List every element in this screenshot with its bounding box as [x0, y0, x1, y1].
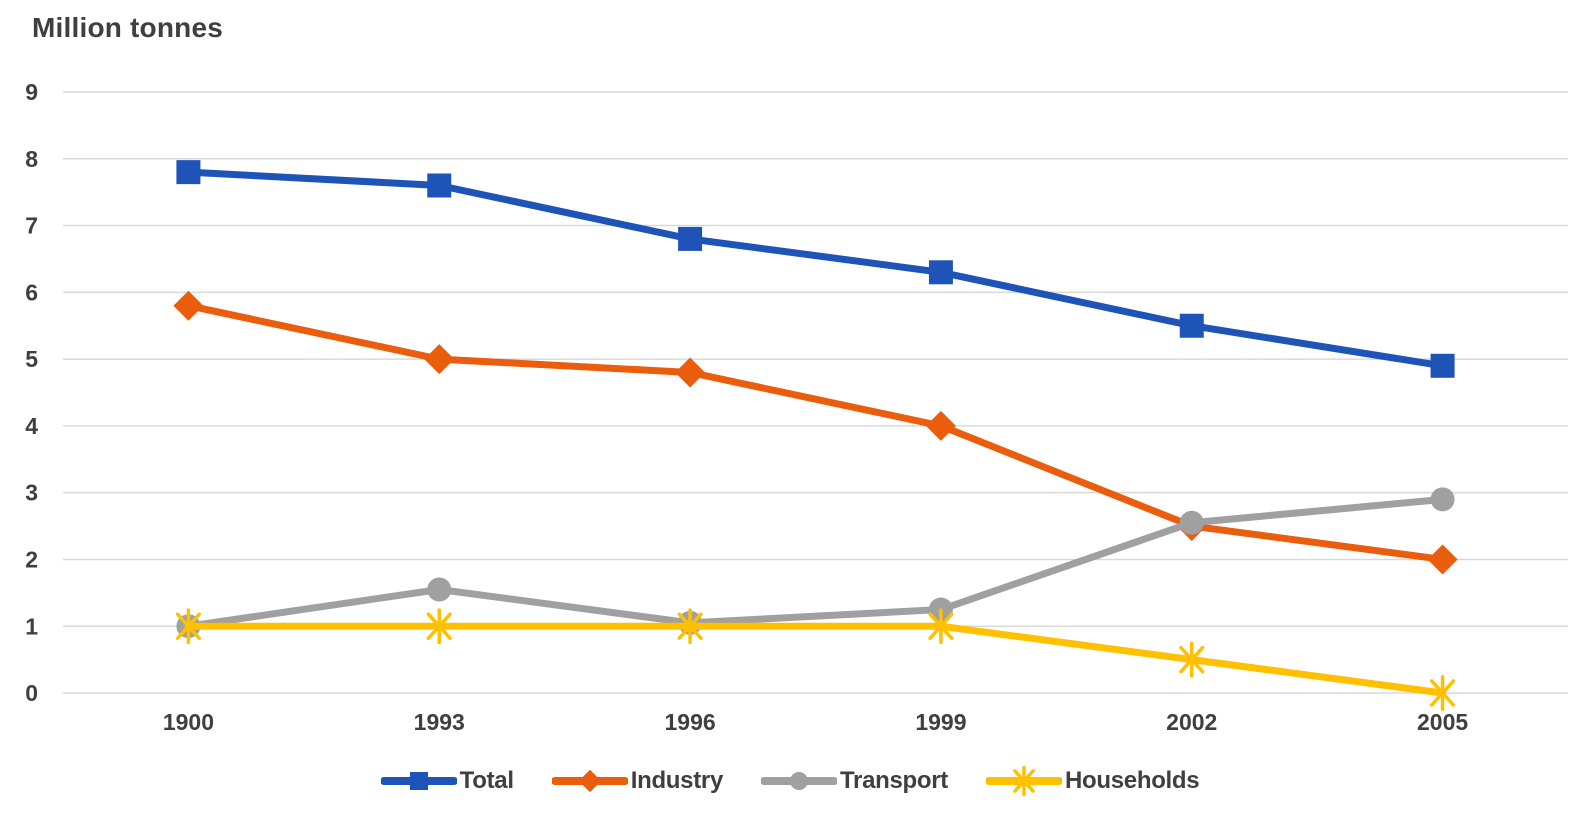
- transport-line-marker-icon: [761, 772, 837, 790]
- x-axis-tick-label: 2005: [1417, 709, 1468, 735]
- series-line-households: [184, 622, 1447, 697]
- data-point-marker: [675, 357, 706, 388]
- legend-item-industry: Industry: [551, 764, 724, 798]
- data-point-marker: [409, 772, 428, 790]
- y-axis-tick-label: 4: [25, 413, 38, 439]
- x-axis-tick-label: 2002: [1166, 709, 1217, 735]
- x-axis-tick-label: 1900: [163, 709, 214, 735]
- industry-line-marker-icon: [551, 769, 628, 793]
- data-point-marker: [1430, 487, 1455, 512]
- data-point-marker: [790, 772, 808, 790]
- y-axis-tick-label: 9: [25, 79, 38, 105]
- data-point-marker: [928, 260, 953, 285]
- y-axis-tick-label: 1: [25, 613, 38, 639]
- legend-label: Total: [459, 767, 514, 794]
- y-axis-tick-label: 8: [25, 146, 38, 172]
- data-point-marker: [678, 226, 703, 251]
- y-axis-tick-label: 7: [25, 213, 38, 239]
- data-point-marker: [427, 577, 452, 602]
- y-axis-tick-label: 5: [25, 346, 38, 372]
- series-line-total: [184, 168, 1447, 370]
- data-point-marker: [426, 612, 452, 641]
- data-point-marker: [578, 769, 601, 793]
- data-point-marker: [925, 410, 956, 441]
- data-point-marker: [1179, 645, 1205, 674]
- legend-label: Households: [1064, 767, 1200, 794]
- data-point-marker: [1013, 769, 1035, 793]
- y-axis-tick-label: 6: [25, 279, 38, 305]
- data-point-marker: [176, 160, 201, 185]
- data-point-marker: [424, 344, 455, 375]
- y-axis-tick-label: 2: [25, 546, 38, 572]
- x-axis-tick-label: 1999: [915, 709, 966, 735]
- series-line-transport: [184, 495, 1447, 630]
- y-axis-tick-label: 3: [25, 480, 38, 506]
- legend-label: Industry: [630, 767, 724, 794]
- data-point-marker: [175, 612, 202, 641]
- legend-item-households: Households: [985, 764, 1200, 798]
- total-line-marker-icon: [380, 772, 457, 790]
- data-point-marker: [1429, 679, 1456, 707]
- households-line-marker-icon: [985, 765, 1062, 797]
- data-point-marker: [1430, 353, 1455, 378]
- data-point-marker: [1179, 510, 1204, 535]
- data-point-marker: [427, 173, 452, 198]
- series-line-industry: [184, 302, 1447, 563]
- chart-title: Million tonnes: [32, 12, 224, 43]
- data-point-marker: [1427, 544, 1458, 575]
- legend-label: Transport: [840, 767, 948, 794]
- x-axis-tick-label: 1996: [664, 709, 715, 735]
- y-axis-tick-label: 0: [25, 680, 38, 706]
- chart-legend: Total Industry Transport Households: [0, 764, 1580, 798]
- legend-item-transport: Transport: [761, 764, 948, 798]
- data-point-marker: [928, 612, 954, 641]
- legend-item-total: Total: [380, 764, 514, 798]
- data-point-marker: [677, 612, 703, 641]
- data-point-marker: [1179, 313, 1204, 338]
- data-point-marker: [173, 290, 204, 321]
- x-axis-tick-label: 1993: [414, 709, 465, 735]
